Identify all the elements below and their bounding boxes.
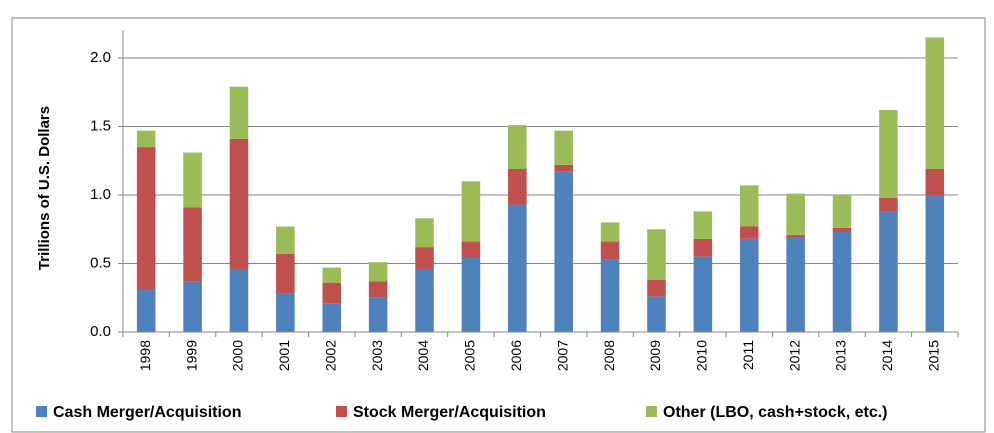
x-tick-label: 2010 [694, 340, 710, 371]
bar-segment [925, 195, 945, 332]
bar-segment [322, 303, 342, 332]
bar-segment [229, 138, 249, 269]
y-tick-label: 1.5 [90, 117, 111, 134]
bar-segment [461, 258, 481, 332]
bar-segment [693, 211, 713, 239]
legend-swatch [336, 406, 347, 417]
bar-segment [229, 86, 249, 139]
bar-segment [832, 231, 852, 332]
bar-segment [554, 130, 573, 165]
bar-segment [647, 296, 666, 332]
bar-segment [136, 147, 156, 290]
bar-segment [368, 281, 388, 298]
bar-segment [368, 262, 388, 282]
bar-segment [276, 253, 295, 294]
bar-segment [461, 181, 481, 242]
bar-segment [925, 37, 945, 169]
x-tick-label: 2007 [554, 340, 570, 371]
legend-label: Other (LBO, cash+stock, etc.) [663, 404, 888, 421]
bar-segment [600, 241, 620, 260]
x-tick-label: 2000 [230, 340, 246, 371]
x-tick-label: 2003 [369, 340, 385, 371]
bar-segment [693, 238, 713, 257]
bar-segment [786, 234, 805, 238]
bar-segment [183, 281, 202, 332]
legend-swatch [646, 406, 657, 417]
x-tick-label: 2001 [276, 340, 292, 371]
y-tick-label: 2.0 [90, 49, 111, 66]
bar-segment [508, 125, 527, 169]
bar-segment [739, 226, 759, 239]
bar-segment [554, 164, 573, 172]
x-tick-label: 1999 [183, 340, 199, 371]
x-tick-label: 2012 [786, 340, 802, 371]
bar-segment [415, 218, 434, 248]
bar-segment [600, 222, 620, 242]
bar-segment [276, 293, 295, 332]
bar-segment [739, 238, 759, 332]
bar-segment [183, 152, 202, 208]
bar-segment [461, 241, 481, 259]
bar-segment [879, 211, 898, 332]
bar-segment [276, 226, 295, 254]
legend-label: Cash Merger/Acquisition [53, 404, 241, 421]
x-tick-label: 2004 [415, 340, 431, 371]
bar-segment [183, 207, 202, 282]
y-tick-label: 0.0 [90, 323, 111, 340]
bar-segment [415, 268, 434, 332]
bar-segment [786, 193, 805, 235]
bar-segment [832, 195, 852, 228]
bar-segment [600, 259, 620, 332]
x-tick-label: 2011 [740, 340, 756, 370]
legend-swatch [36, 406, 47, 417]
legend-label: Stock Merger/Acquisition [353, 404, 546, 421]
x-tick-label: 2015 [926, 340, 942, 371]
bar-segment [786, 237, 805, 332]
x-tick-label: 2006 [508, 340, 524, 371]
bar-segment [508, 204, 527, 332]
bar-segment [415, 247, 434, 269]
bar-segment [136, 130, 156, 148]
bar-segment [368, 297, 388, 332]
bar-segment [322, 282, 342, 304]
y-tick-label: 1.0 [90, 186, 111, 203]
bar-segment [136, 289, 156, 332]
bar-segment [554, 171, 573, 332]
y-axis-label: Trillions of U.S. Dollars [36, 106, 53, 270]
x-tick-label: 2002 [322, 340, 338, 371]
bar-segment [322, 267, 342, 283]
x-tick-label: 2009 [647, 340, 663, 371]
bar-segment [832, 227, 852, 232]
bar-segment [693, 256, 713, 332]
bar-segment [879, 197, 898, 212]
bar-segment [647, 229, 666, 280]
bar-segment [739, 185, 759, 227]
bar-segment [879, 110, 898, 198]
x-tick-label: 2005 [462, 340, 478, 371]
bar-segment [508, 168, 527, 205]
x-tick-label: 2014 [879, 340, 895, 371]
bar-segment [925, 168, 945, 195]
bar-segment [647, 279, 666, 297]
x-tick-label: 2013 [833, 340, 849, 371]
bar-segment [229, 268, 249, 332]
chart-border [11, 17, 986, 433]
x-tick-label: 2008 [601, 340, 617, 371]
y-tick-label: 0.5 [90, 254, 111, 271]
x-tick-label: 1998 [137, 340, 153, 371]
